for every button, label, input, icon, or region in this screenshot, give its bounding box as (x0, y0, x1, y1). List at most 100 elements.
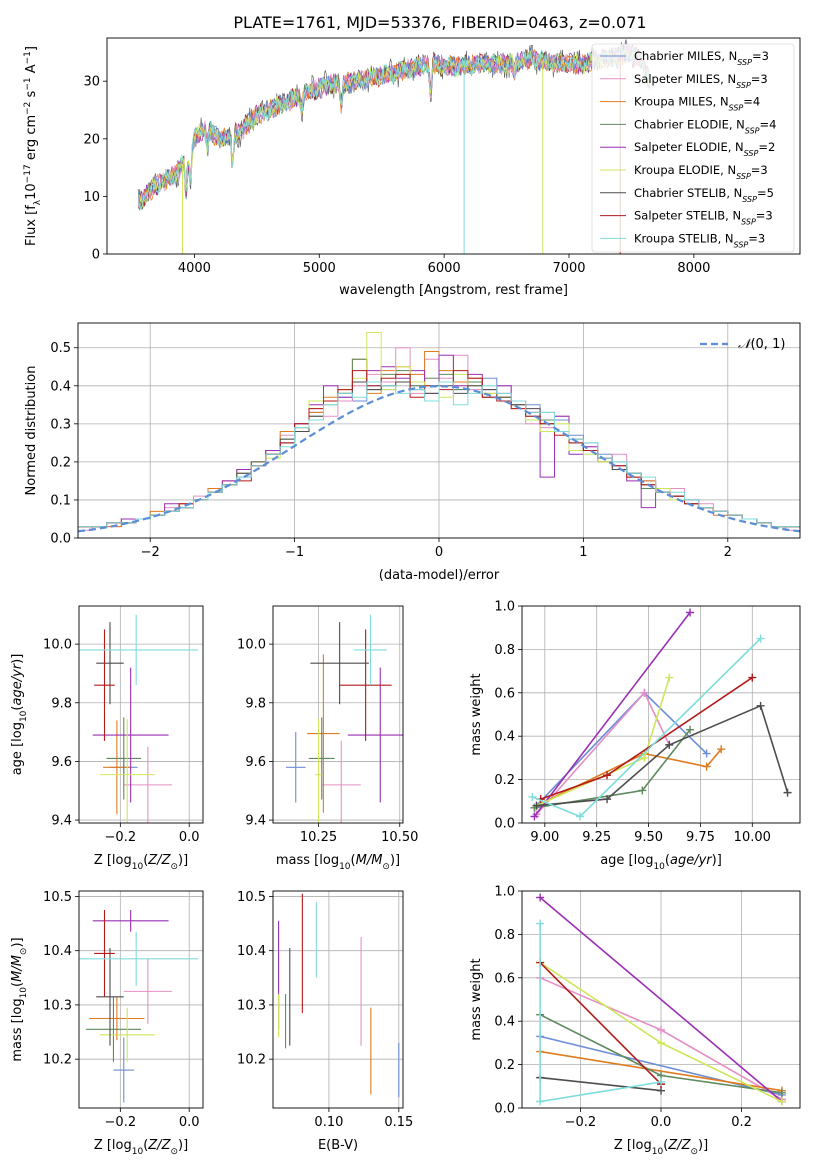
label-part: E(B-V) (318, 1138, 358, 1153)
label-part: −1 (23, 77, 33, 90)
label-part: ⊙ (19, 948, 29, 956)
label-part: )] (390, 853, 400, 868)
label-part: 10 (339, 862, 351, 872)
legend-sub: SSP (736, 80, 751, 89)
legend-value: =5 (757, 186, 774, 200)
y-tick-label: 10.0 (237, 638, 266, 653)
weight-marker-salpeter_stelib (603, 771, 612, 780)
y-tick-label: 0.2 (494, 1058, 515, 1073)
panel-age_vs_mass: 10.25 10.50 9.4 9.6 9.8 10.0 mass [log10(M/M⊙)… (237, 605, 418, 872)
legend-value: =4 (760, 117, 777, 131)
plot-area (79, 606, 203, 823)
weight-marker-salpeter_elodie (686, 608, 695, 617)
legend-text: Kroupa STELIB, N (634, 231, 734, 245)
label-part: ⊙ (170, 1147, 178, 1157)
label-part: A (24, 64, 39, 77)
y-axis-label: mass weight (469, 958, 484, 1040)
label-part: 10 (24, 183, 39, 200)
x-axis-label: E(B-V) (318, 1138, 358, 1153)
x-tick-label: −0.2 (105, 1115, 137, 1130)
axes-frame (521, 605, 801, 824)
legend-label-chabrier_elodie: Chabrier ELODIE, NSSP=4 (634, 117, 776, 135)
label-part: age [log (600, 853, 653, 868)
label-part: mass weight (469, 958, 484, 1040)
legend-value: =3 (748, 231, 765, 245)
axes-frame (272, 605, 404, 824)
x-tick-label: 0 (435, 545, 443, 560)
label-part: erg cm (24, 115, 39, 164)
label-part: )] (698, 1138, 708, 1153)
x-tick-label: 0.2 (731, 1115, 752, 1130)
weight-marker-kroupa_miles (702, 762, 711, 771)
plot-area (273, 606, 403, 823)
y-tick-label: 10.2 (43, 1053, 72, 1068)
weight-marker-chabrier_elodie (777, 1088, 786, 1097)
weight-marker-kroupa_elodie (640, 753, 649, 762)
y-tick-label: 1.0 (494, 600, 515, 615)
y-axis-label: mass [log10(M/M⊙)] (10, 937, 29, 1061)
x-tick-label: 0.0 (651, 1115, 672, 1130)
figure-title: PLATE=1761, MJD=53376, FIBERID=0463, z=0… (233, 13, 646, 32)
x-axis-label: Z [log10(Z/Z⊙)] (94, 853, 188, 872)
panel-mass_vs_ebv: 0.10 0.15 10.2 10.3 10.4 10.5 E(B-V) (237, 890, 413, 1153)
legend-text: Salpeter ELODIE, N (634, 140, 744, 154)
axes-frame (78, 605, 204, 824)
legend-sub: SSP (741, 217, 756, 226)
legend-text: Salpeter STELIB, N (634, 209, 741, 223)
y-tick-label: 10.0 (43, 638, 72, 653)
panel-age_vs_z: −0.2 0.09.49.69.810.0Z [log10(Z/Z⊙)]age [… (10, 605, 204, 872)
y-tick-label: 9.8 (51, 696, 72, 711)
legend-value: =4 (743, 95, 760, 109)
weight-marker-kroupa_stelib (536, 919, 545, 928)
x-axis-label: age [log10(age/yr)] (600, 853, 722, 872)
x-tick-label: 1 (579, 545, 587, 560)
weight-marker-kroupa_elodie (657, 1038, 665, 1047)
weight-marker-chabrier_elodie (638, 786, 647, 795)
legend-text: (0, 1) (750, 337, 785, 352)
y-tick-label: 10.3 (43, 998, 72, 1013)
label-part: Z/Z (667, 1138, 691, 1153)
label-part: age [log (10, 722, 25, 775)
label-part: Z/Z (147, 1138, 171, 1153)
plot-area (522, 891, 800, 1108)
y-tick-label: 0.0 (50, 532, 71, 547)
label-part: mass weight (469, 673, 484, 755)
plot-area (137, 39, 651, 254)
x-tick-label: 0.0 (179, 830, 200, 845)
y-tick-label: 9.4 (51, 814, 72, 829)
legend-text: Kroupa ELODIE, N (634, 163, 736, 177)
weight-marker-chabrier_stelib (665, 740, 674, 749)
weight-line-kroupa_miles (539, 1050, 783, 1092)
x-tick-label: 10.25 (300, 830, 337, 845)
y-tick-label: 9.6 (245, 755, 266, 770)
y-tick-label: 10.5 (43, 890, 72, 905)
normal-curve (78, 385, 800, 533)
weight-marker-salpeter_elodie (530, 812, 539, 821)
axes-frame (106, 37, 801, 255)
legend-label-kroupa_miles: Kroupa MILES, NSSP=4 (634, 95, 760, 113)
label-part: 10 (132, 862, 144, 872)
y-tick-label: 0.3 (50, 417, 71, 432)
label-part: Z [log (94, 853, 132, 868)
weight-line-chabrier_stelib (540, 1076, 662, 1092)
x-tick-label: −1 (285, 545, 304, 560)
label-part: ⊙ (170, 862, 178, 872)
label-part: )] (712, 853, 722, 868)
label-part: ( (143, 1138, 148, 1153)
label-part: ( (351, 853, 356, 868)
axes-frame (77, 322, 801, 539)
label-part: age/yr (670, 853, 713, 868)
panel-mass_vs_z: −0.2 0.010.210.310.410.5Z [log10(Z/Z⊙)]ma… (10, 890, 204, 1157)
label-part: ⊙ (382, 862, 390, 872)
weight-marker-kroupa_stelib (536, 1097, 545, 1106)
histogram-legend: 𝒩(0, 1) (700, 337, 785, 352)
panel-mass_weight_vs_z: −0.2 0.0 0.2 0.0 0.2 0.4 0.6 0.8 1.0 Z [log10(Z/Z… (469, 885, 801, 1157)
weight-marker-kroupa_elodie (777, 1097, 786, 1106)
label-part: ⊙ (690, 1147, 698, 1157)
y-tick-label: 10 (83, 190, 100, 205)
weight-marker-chabrier_stelib (756, 701, 765, 710)
x-tick-label: 0.15 (384, 1115, 413, 1130)
x-tick-label: 9.00 (530, 830, 559, 845)
weight-marker-salpeter_elodie (536, 893, 545, 902)
x-tick-label: 8000 (677, 261, 710, 276)
